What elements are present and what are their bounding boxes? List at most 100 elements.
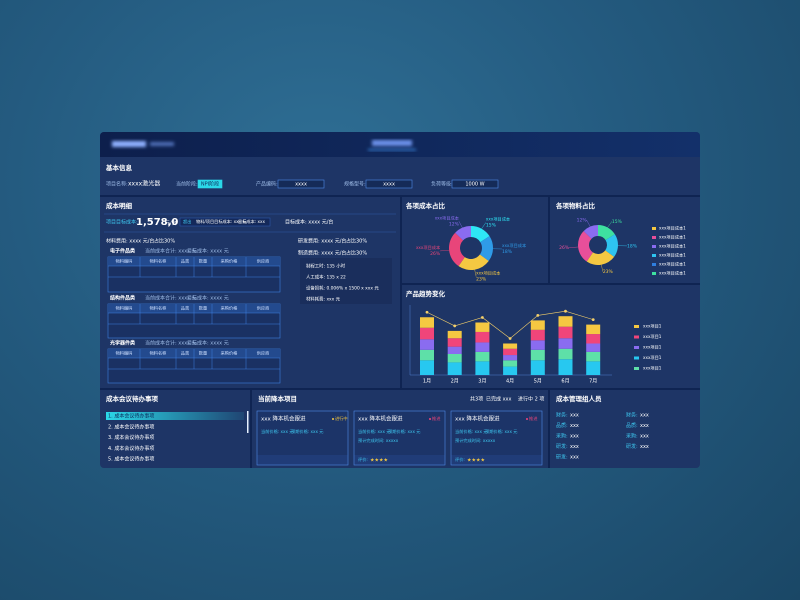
status-dot [332, 418, 334, 420]
donut-slice [479, 236, 494, 262]
card-footer [257, 455, 348, 465]
member-role: 研发: [556, 454, 568, 461]
slice-label: 18% [627, 243, 638, 249]
member-name: xxx [570, 455, 579, 461]
legend-swatch [652, 272, 656, 275]
legend-label: xxx项目1 [643, 334, 662, 340]
trend-dot [508, 337, 512, 340]
legend-label: xxx项目成本1 [659, 243, 686, 250]
bar-segment [475, 351, 490, 362]
bar-segment [530, 360, 545, 375]
member-name: xxx [570, 423, 579, 429]
section-title: 成本明细 [106, 201, 133, 210]
member-role: 采购: [556, 433, 568, 440]
scrollbar [247, 411, 249, 433]
card-footer [451, 455, 542, 465]
card-title: xxx 降本机会跟进 [455, 415, 500, 423]
box [277, 179, 325, 189]
legend-swatch [652, 263, 656, 266]
bar-segment [586, 334, 601, 344]
member-role: 品质: [556, 422, 568, 429]
column-header: 供应商 [257, 305, 270, 312]
trend-dot [481, 316, 484, 319]
legend-label: xxx项目成本1 [659, 261, 686, 268]
bar-segment [503, 348, 518, 356]
bar-segment [420, 327, 434, 340]
process-box [300, 258, 392, 304]
donut-slice [458, 254, 489, 270]
bar-segment [447, 362, 462, 375]
card-status: 推进 [432, 415, 441, 422]
legend-swatch [634, 346, 639, 349]
rating: ★★★★ [370, 458, 388, 464]
member-name: xxx [640, 413, 649, 419]
card-field: 预期价格: xxx 元 [485, 428, 517, 435]
field-label: 元/台 [165, 220, 177, 227]
bar-segment [447, 346, 462, 354]
summary: 进行中 2 项 [518, 396, 544, 403]
column-header: 采购价格 [221, 305, 239, 312]
bar-segment [503, 343, 518, 349]
rating-label: 评价: [358, 456, 368, 463]
legend-swatch [634, 367, 639, 370]
legend-label: xxx项目成本1 [659, 270, 686, 277]
legend-swatch [634, 325, 639, 328]
legend-swatch [652, 254, 656, 257]
column-header: 数量 [199, 258, 207, 265]
legend-swatch [634, 335, 639, 339]
group-current: 当前成本合计: xxxx 元 [145, 340, 197, 347]
donut-slice [578, 231, 593, 262]
leader [607, 221, 613, 228]
column-header: 品类 [181, 258, 190, 265]
column-header: 采购价格 [221, 258, 239, 265]
bar-segment [503, 366, 518, 375]
target-value: 1,578,0 [136, 217, 178, 228]
column-header: 物料名称 [150, 350, 167, 357]
donut-slice [455, 226, 471, 241]
member-role: 采购: [626, 433, 638, 440]
bar-segment [558, 359, 573, 375]
slice-label: 26% [430, 251, 441, 257]
bar-segment [420, 349, 434, 361]
leader [481, 222, 487, 229]
group-target: 目标成本: xxxx 元 [187, 248, 229, 255]
section-title: 产品趋势变化 [406, 289, 446, 298]
card-field: 预计完成时间: xxxxx [455, 437, 496, 444]
bar-segment [558, 338, 573, 349]
fee-label: 制造费用: xxxx 元/台 [298, 250, 346, 257]
column-header: 物料编码 [116, 305, 133, 312]
column-header: 数量 [199, 350, 207, 357]
status-dot [526, 418, 528, 420]
status-dot [429, 418, 431, 420]
process-line: 人工成本: 135 x 22 [306, 274, 346, 281]
legend-swatch [652, 236, 656, 239]
x-tick-label: 7月 [589, 379, 597, 385]
rating: ★★★★ [467, 458, 485, 464]
legend-swatch [652, 227, 656, 230]
trend-dot [453, 324, 457, 328]
process-line: 设备损耗: 0.006% x 1500 x xxx 元 [306, 285, 379, 292]
slice-name: xxx项目成本 [486, 216, 511, 223]
bar-segment [475, 331, 490, 343]
card-field: 当前价格: xxx 元 [358, 428, 390, 435]
section-title: 成本会议待办事项 [106, 394, 159, 403]
fee-label: 研发费用: xxxx 元/台 [298, 238, 346, 245]
leader [569, 246, 579, 248]
legend-label: xxx项目1 [643, 355, 662, 361]
member-name: xxx [640, 423, 649, 429]
fee-share: 占比30% [154, 238, 175, 245]
x-tick-label: 3月 [478, 379, 486, 385]
section-title: 各项成本占比 [405, 201, 446, 210]
bar-segment [586, 343, 601, 352]
x-tick-label: 6月 [561, 379, 569, 385]
slice-label: 18% [502, 249, 513, 255]
trend-dot [564, 309, 567, 313]
bar-segment [503, 360, 518, 367]
field-label: 项目目标成本: [106, 219, 138, 226]
card-status: 进行中 [335, 415, 348, 422]
donut-slice [471, 226, 490, 243]
card-field: 预计完成时间: xxxxx [358, 437, 399, 444]
donut-slice [605, 234, 618, 257]
field-label: 当前阶段: [176, 181, 198, 188]
bar-segment [475, 322, 490, 332]
